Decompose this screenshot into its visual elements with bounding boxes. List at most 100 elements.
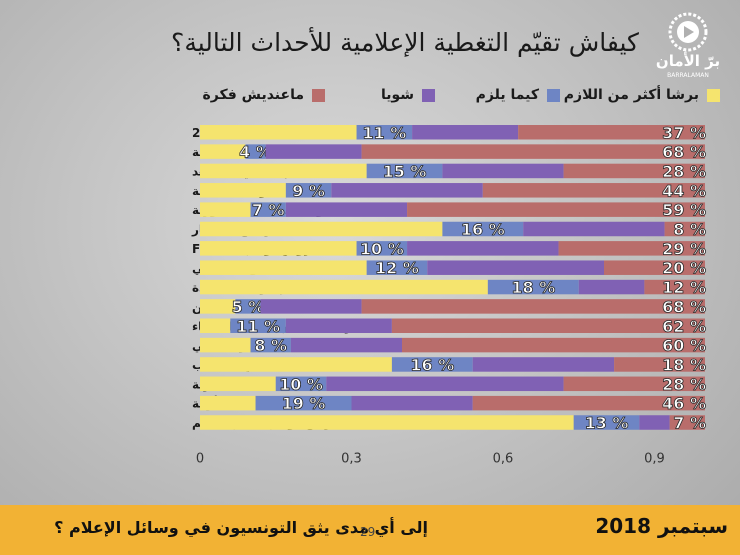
bar-segment	[285, 202, 408, 217]
data-label: 10 %	[360, 239, 404, 258]
bar-segment	[563, 376, 705, 392]
bar-segment	[669, 415, 705, 430]
bar-segment	[250, 202, 286, 217]
bar-segment	[200, 337, 251, 353]
chart-title: كيفاش تقيّم التغطية الإعلامية للأحداث ال…	[171, 28, 639, 57]
legend-label: شويا	[380, 87, 414, 103]
bar-segment	[482, 183, 705, 198]
bar-segment	[412, 125, 519, 140]
right-value-label: 46 %	[662, 394, 706, 413]
bar-segment	[230, 318, 286, 333]
page-number: 29	[360, 525, 376, 539]
data-label: 7 %	[252, 201, 285, 220]
bar-segment	[472, 357, 615, 372]
bar-segment	[200, 221, 443, 237]
bar-segment	[523, 221, 665, 237]
bar-segment	[563, 163, 705, 179]
right-value-label: 68 %	[662, 297, 706, 316]
right-value-label: 7 %	[673, 414, 706, 433]
data-label: 19 %	[282, 394, 326, 413]
footer-date: سبتمبر 2018	[595, 514, 728, 538]
legend-swatch	[422, 88, 435, 102]
legend-label: برشا أكثر من اللازم	[563, 87, 699, 103]
bar-segment	[200, 202, 251, 217]
data-label: 8 %	[254, 336, 287, 355]
bar-segment	[664, 221, 705, 237]
legend-swatch	[547, 88, 560, 102]
bar-segment	[326, 376, 564, 392]
bar-segment	[361, 144, 705, 159]
bar-segment	[255, 395, 352, 411]
footer-bar: إلى أي مدى يثق التونسيون في وسائل الإعلا…	[0, 505, 740, 555]
bar-segment	[639, 415, 670, 430]
bar-segment	[200, 318, 231, 333]
right-value-label: 62 %	[662, 317, 706, 336]
legend-item: برشا أكثر من اللازم	[564, 84, 720, 106]
bar-segment	[472, 395, 705, 411]
right-value-label: 8 %	[673, 220, 706, 239]
right-value-label: 44 %	[662, 181, 706, 200]
x-tick-label: 0	[196, 452, 204, 467]
right-value-label: 20 %	[662, 259, 706, 278]
bar-segment	[200, 415, 574, 430]
bar-segment	[573, 415, 640, 430]
data-label: 9 %	[292, 181, 325, 200]
right-value-label: 28 %	[662, 375, 706, 394]
data-label: 5 %	[232, 297, 265, 316]
bar-segment	[250, 337, 291, 353]
bar-segment	[200, 376, 276, 392]
data-label: 18 %	[511, 278, 555, 297]
bar-segment	[200, 279, 488, 295]
bar-segment	[200, 125, 357, 140]
right-value-label: 28 %	[662, 162, 706, 181]
right-value-label: 29 %	[662, 239, 706, 258]
bar-segment	[558, 241, 705, 256]
brand-logo: برّ الأمان BARRALAMAN	[656, 12, 720, 79]
legend-label: كيما يلزم	[475, 87, 539, 103]
bar-segment	[366, 163, 443, 179]
data-label: 12 %	[375, 259, 419, 278]
bar-segment	[604, 260, 705, 275]
bar-segment	[361, 299, 705, 314]
chart-legend: برشا أكثر من اللازم كيما يلزم شويا ماعنديش …	[200, 84, 720, 106]
data-label: 10 %	[279, 375, 323, 394]
bar-segment	[578, 279, 645, 295]
right-value-label: 60 %	[662, 336, 706, 355]
data-label: 4 %	[239, 143, 272, 162]
bar-segment	[644, 279, 705, 295]
bar-segment	[518, 125, 705, 140]
logo-subtext: BARRALAMAN	[667, 72, 709, 79]
bar-segment	[427, 260, 604, 275]
bar-segment	[260, 299, 362, 314]
legend-label: ماعنديش فكرة	[202, 87, 305, 103]
data-label: 11 %	[362, 123, 406, 142]
x-tick-label: 0,9	[644, 452, 665, 467]
bar-segment	[407, 202, 705, 217]
right-value-label: 68 %	[662, 143, 706, 162]
bar-segment	[442, 221, 524, 237]
bar-segment	[200, 357, 392, 372]
footer-question: إلى أي مدى يثق التونسيون في وسائل الإعلا…	[54, 518, 428, 537]
data-label: 16 %	[410, 355, 454, 374]
data-label: 11 %	[236, 317, 280, 336]
bar-segment	[442, 163, 564, 179]
stacked-bar-chart: تأجيل بلديات 201811 %37 %مجلة الجماعات ا…	[191, 123, 706, 467]
bar-segment	[200, 183, 286, 198]
right-value-label: 59 %	[662, 201, 706, 220]
right-value-label: 37 %	[662, 123, 706, 142]
data-label: 15 %	[383, 162, 427, 181]
bar-segment	[285, 183, 332, 198]
bar-segment	[245, 144, 266, 159]
legend-item: شويا	[381, 84, 435, 106]
logo-text: برّ الأمان	[656, 52, 720, 70]
bar-segment	[366, 260, 428, 275]
bar-segment	[407, 241, 559, 256]
bar-segment	[200, 260, 367, 275]
bar-segment	[356, 241, 408, 256]
bar-segment	[402, 337, 705, 353]
right-value-label: 12 %	[662, 278, 706, 297]
bar-segment	[614, 357, 705, 372]
x-tick-label: 0,3	[341, 452, 362, 467]
bar-segment	[200, 241, 357, 256]
bar-segment	[290, 337, 402, 353]
